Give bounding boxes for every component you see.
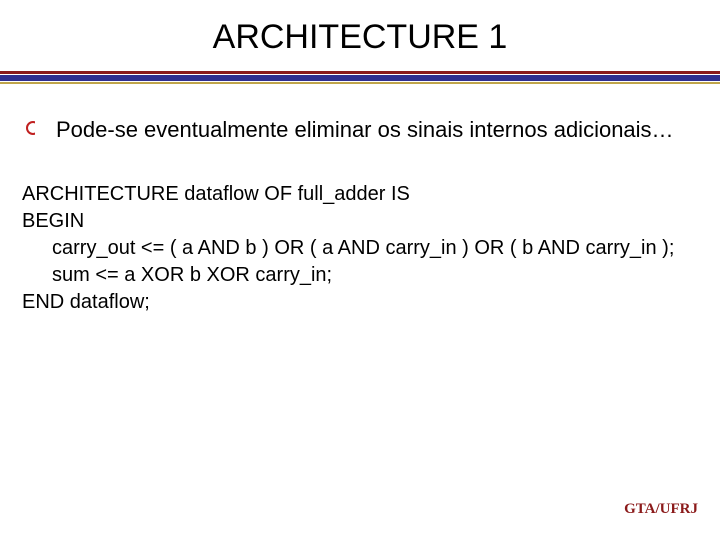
bullet-text: Pode-se eventualmente eliminar os sinais…	[56, 116, 674, 145]
slide-title: ARCHITECTURE 1	[0, 0, 720, 71]
code-line: BEGIN	[22, 208, 700, 235]
bullet-marker-icon	[26, 121, 40, 135]
footer-label: GTA/UFRJ	[624, 501, 698, 518]
code-line: sum <= a XOR b XOR carry_in;	[22, 262, 700, 289]
code-line: carry_out <= ( a AND b ) OR ( a AND carr…	[22, 235, 700, 262]
code-line: ARCHITECTURE dataflow OF full_adder IS	[22, 181, 700, 208]
code-block: ARCHITECTURE dataflow OF full_adder IS B…	[22, 181, 700, 316]
divider-middle	[0, 75, 720, 81]
bullet-item: Pode-se eventualmente eliminar os sinais…	[20, 116, 700, 145]
code-line: END dataflow;	[22, 289, 700, 316]
content-area: Pode-se eventualmente eliminar os sinais…	[0, 84, 720, 316]
divider-top	[0, 71, 720, 74]
